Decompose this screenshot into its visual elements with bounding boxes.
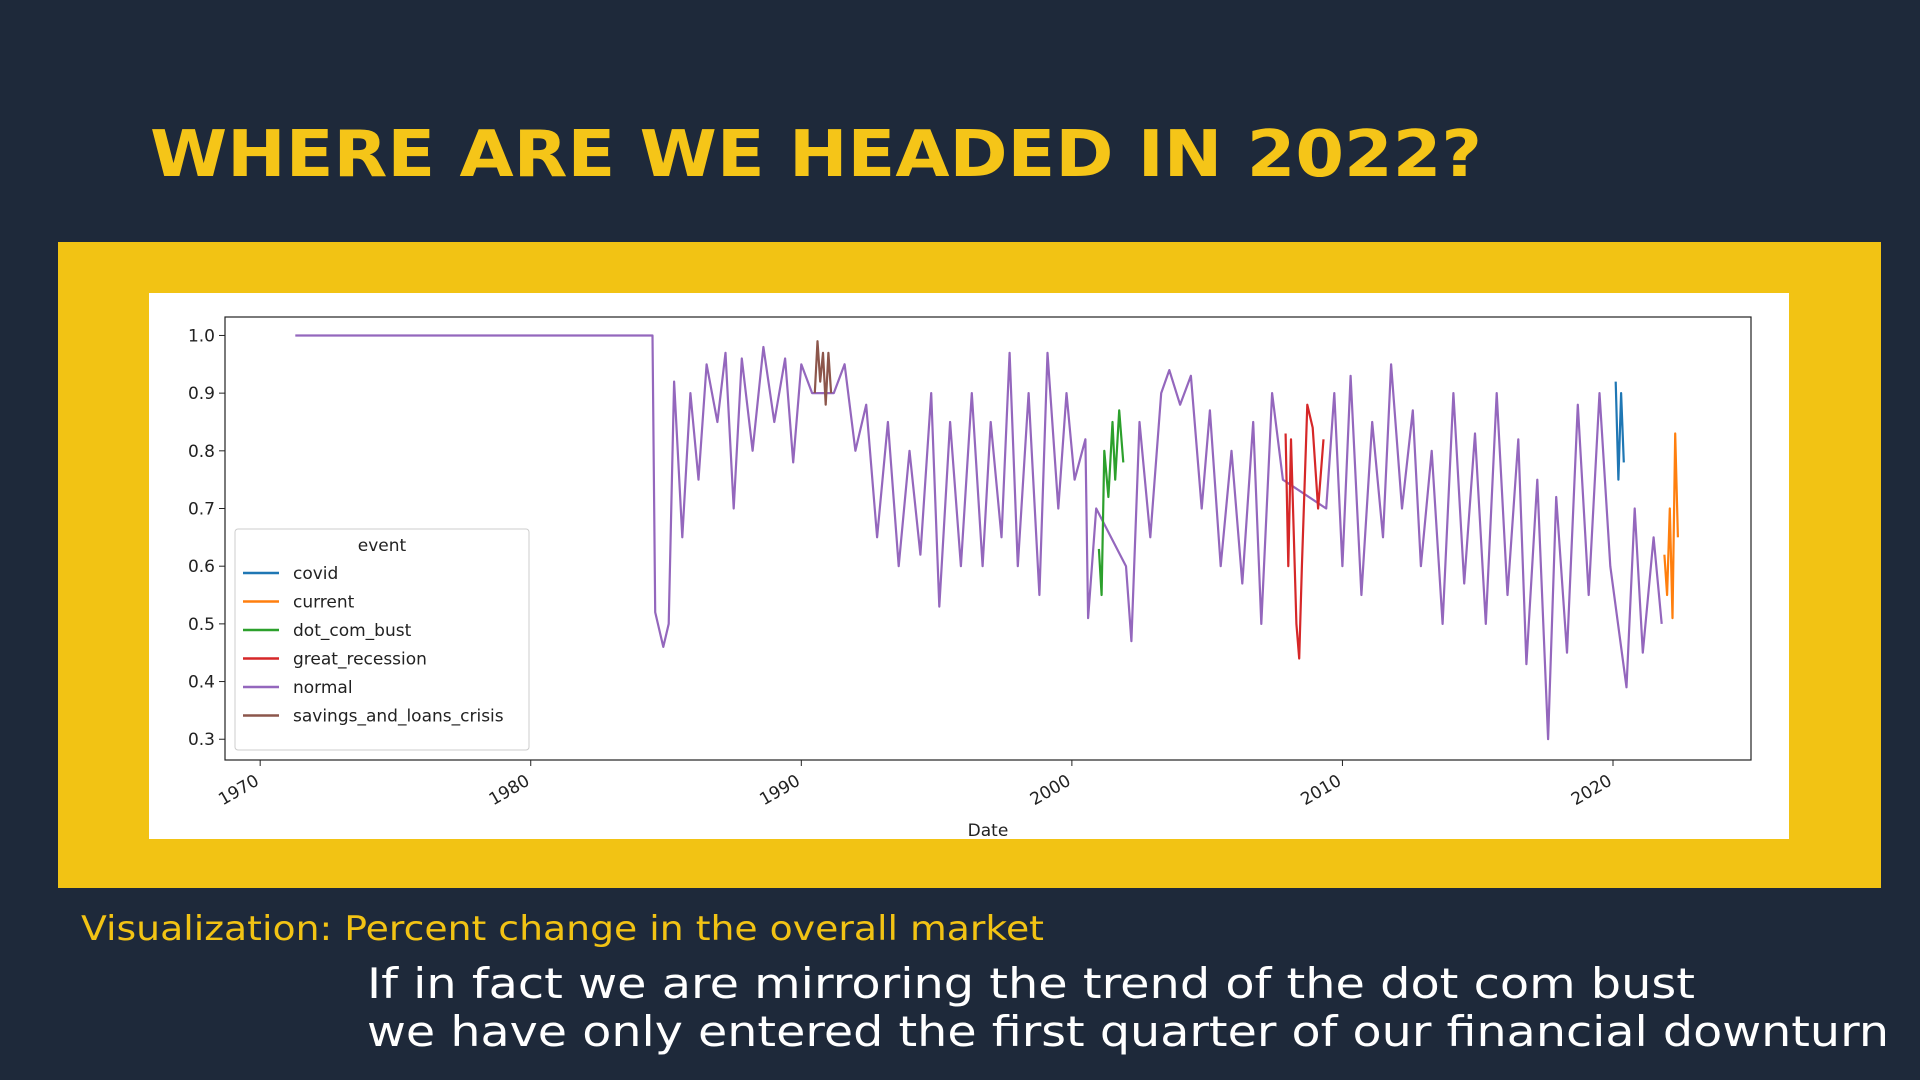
series-line	[295, 334, 1663, 741]
series-line	[1614, 381, 1625, 481]
series-line	[1097, 409, 1125, 597]
legend-title: event	[358, 536, 407, 556]
y-tick-label: 1.0	[188, 326, 215, 346]
series-line	[813, 340, 833, 406]
series-line	[1284, 403, 1325, 660]
legend-label: dot_com_bust	[293, 621, 412, 641]
legend-label: normal	[293, 678, 353, 698]
legend-label: covid	[293, 564, 338, 584]
plot-frame	[224, 316, 1752, 761]
y-tick-label: 0.6	[188, 557, 215, 577]
slide-title: WHERE ARE WE HEADED IN 2022?	[150, 118, 1482, 192]
legend-label: savings_and_loans_crisis	[293, 707, 504, 727]
legend-label: current	[293, 593, 355, 613]
y-tick-label: 0.9	[188, 384, 215, 404]
note-line: we have only entered the first quarter o…	[367, 1007, 1889, 1056]
y-tick-label: 0.4	[188, 673, 215, 693]
y-tick-label: 0.7	[188, 500, 215, 520]
y-tick-label: 0.3	[188, 730, 215, 750]
y-tick-label: 0.8	[188, 442, 215, 462]
y-tick-label: 0.5	[188, 615, 215, 635]
note-line: If in fact we are mirroring the trend of…	[367, 959, 1695, 1008]
legend-label: great_recession	[293, 650, 427, 670]
legend-box	[234, 528, 530, 751]
x-axis-label: Date	[968, 821, 1009, 841]
series-line	[1663, 432, 1679, 620]
caption: Visualization: Percent change in the ove…	[81, 909, 1044, 949]
